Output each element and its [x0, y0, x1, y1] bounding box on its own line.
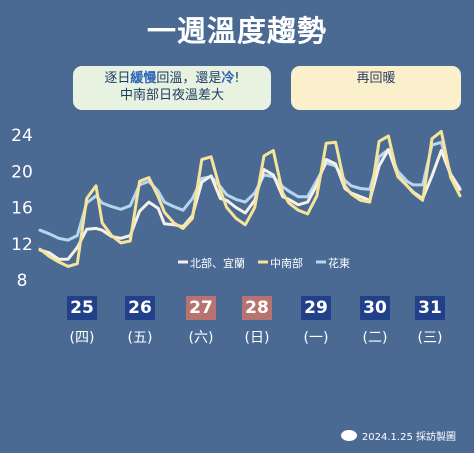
note-text: 逐日	[104, 71, 131, 86]
y-tick-label: 24	[11, 126, 33, 146]
day-date-30: 30	[360, 296, 390, 320]
y-tick-label: 12	[11, 235, 33, 255]
day-weekday: (六)	[188, 330, 214, 346]
day-date-29: 29	[301, 296, 331, 320]
day-weekday: (一)	[303, 330, 329, 346]
note-highlight-slow: 緩慢	[130, 71, 157, 86]
note-text: !	[234, 71, 240, 86]
note-highlight-cold: 冷	[221, 71, 235, 86]
note-line-2: 中南部日夜溫差大	[119, 88, 224, 103]
legend-label: 中南部	[270, 256, 303, 270]
y-tick-label: 8	[17, 271, 28, 291]
page-title: 一週溫度趨勢	[146, 14, 327, 48]
note-warm-text: 再回暖	[356, 71, 396, 86]
day-date-27: 27	[186, 296, 216, 320]
note-box-cold: 逐日緩慢回溫，還是冷! 中南部日夜溫差大	[73, 66, 271, 110]
day-date-28: 28	[242, 296, 272, 320]
day-weekday: (日)	[244, 330, 270, 346]
day-date-26: 26	[125, 296, 155, 320]
series-lines	[38, 129, 462, 268]
y-axis: 8 12 16 20 24	[11, 126, 33, 291]
footer-credit: 2024.1.25 採訪製圖	[361, 432, 456, 443]
note-text: 回溫，還是	[156, 71, 222, 86]
note-line-1: 逐日緩慢回溫，還是冷!	[73, 70, 271, 87]
legend-label: 北部、宜蘭	[190, 256, 245, 270]
note-box-warm: 再回暖	[291, 66, 461, 110]
day-weekday: (五)	[127, 330, 153, 346]
y-tick-label: 16	[11, 199, 33, 219]
day-date-31: 31	[415, 296, 445, 320]
agency-logo-icon	[340, 430, 357, 441]
series-line-1	[38, 129, 462, 268]
day-weekday: (二)	[362, 330, 388, 346]
day-date-25: 25	[67, 296, 97, 320]
y-tick-label: 20	[11, 162, 33, 182]
day-weekday: (三)	[417, 330, 443, 346]
legend: 北部、宜蘭 中南部 花東	[178, 256, 350, 270]
footer: 2024.1.25 採訪製圖	[340, 428, 456, 443]
legend-label: 花東	[328, 257, 350, 270]
day-weekday: (四)	[69, 330, 95, 346]
